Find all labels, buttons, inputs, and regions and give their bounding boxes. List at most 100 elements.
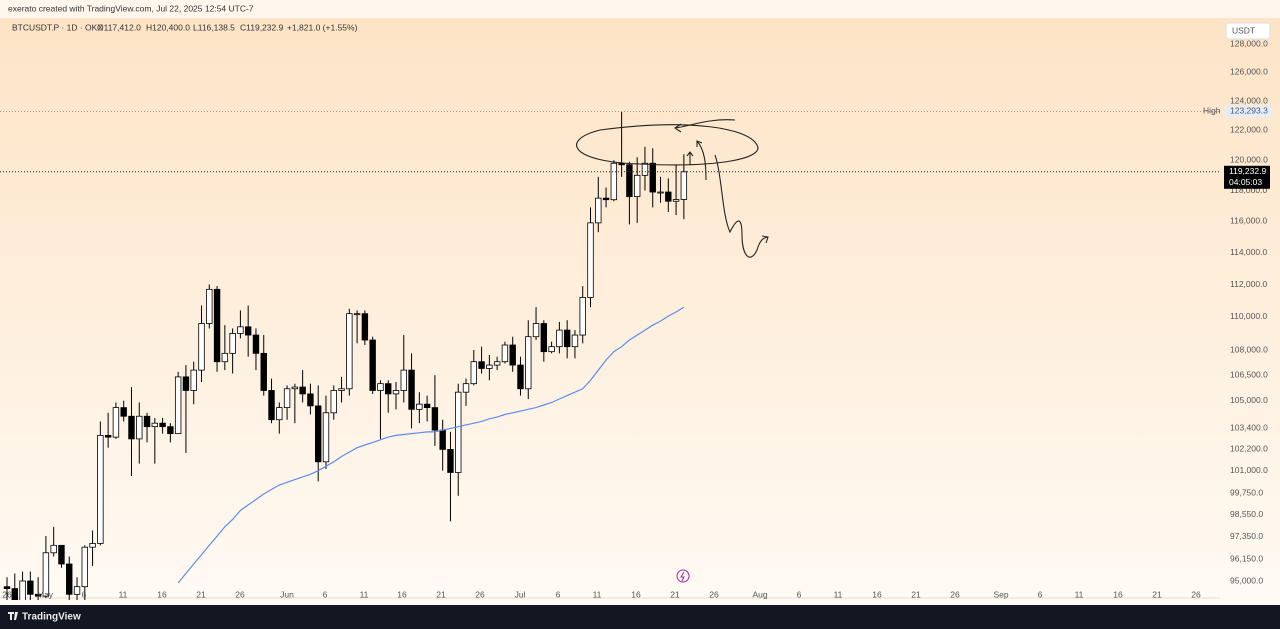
y-tick-label: 98,550.0 [1230,509,1263,519]
y-tick-label: 116,000.0 [1230,216,1267,226]
y-tick-label: 105,000.0 [1230,395,1268,405]
candle-body [665,191,672,202]
candle-body [268,390,275,421]
event-icon-bolt [680,571,685,582]
x-tick-label: 21 [670,589,680,599]
x-tick-label: 11 [834,589,843,599]
x-tick-label: 6 [323,589,328,599]
legend-open: O117,412.0 [97,22,141,32]
x-tick-label: 16 [397,589,407,599]
legend-high: H120,400.0 [146,22,190,32]
candle-body [408,369,415,410]
x-tick-label: 6 [556,589,561,599]
candle-body [587,222,594,298]
y-tick-label: 99,750.0 [1230,487,1263,497]
candle-body [439,429,446,450]
brand-logo [8,612,18,620]
x-tick-label: 16 [631,589,641,599]
candle-body [307,393,314,407]
y-tick-label: 103,400.0 [1230,423,1268,433]
candle-body [283,388,291,409]
candle-body [252,334,260,354]
moving-average [177,306,685,584]
brand: TradingView [22,612,81,623]
candle-body [182,376,190,391]
candle-body [136,415,143,440]
candle-body [198,323,205,371]
candle-body [221,352,229,363]
candle-body [97,434,104,544]
candle-body [633,174,641,198]
x-tick-label: 21 [436,589,446,599]
candle-body [19,580,26,600]
drawn-path [714,154,769,258]
y-tick-label: 108,000.0 [1230,344,1268,354]
x-tick-label: 26 [1191,589,1201,599]
candle-body [322,412,330,463]
candle-body [174,376,182,435]
countdown: 04:05:03 [1229,177,1262,187]
candle-body [112,407,120,438]
candle-body [50,544,57,554]
candle-body [361,313,369,341]
candle-body [431,407,439,431]
y-tick-label: 102,200.0 [1230,444,1268,454]
x-tick-label: 26 [2,589,12,599]
legend-close: C119,232.9 [240,22,284,32]
candle-body [649,162,656,193]
drawn-ellipse [576,124,759,166]
x-tick-label: 21 [196,589,206,599]
candle-body [493,361,501,366]
candle-body [641,162,649,176]
legend-low: L116,138.5 [193,22,235,32]
candle-body [34,593,42,597]
candle-body [455,391,462,473]
candle-body [244,326,252,336]
candle-body [338,388,345,391]
candle-body [509,344,516,366]
candle-body [672,199,680,202]
candle-body [260,352,267,391]
candle-body [626,164,633,198]
y-tick-label: 95,000.0 [1230,575,1263,585]
candle-body [571,334,579,348]
x-tick-label: Sep [993,589,1008,599]
y-tick-label: 124,000.0 [1230,95,1268,105]
event-icon[interactable] [676,569,690,583]
y-tick-label: 120,000.0 [1230,154,1268,164]
candle-body [190,369,197,391]
candle-body [478,361,485,369]
candle-body [128,415,135,440]
annotations [576,119,769,258]
candle-body [595,197,602,224]
candle-body [237,326,244,334]
currency-box[interactable] [1225,22,1271,40]
x-tick-label: 26 [709,589,719,599]
candle-body [470,361,477,385]
candle-body [416,403,423,410]
candle-body [548,346,555,353]
x-tick-label: 11 [593,589,602,599]
candle-body [540,323,548,353]
currency[interactable]: USDT [1232,25,1255,35]
y-tick-label: 122,000.0 [1230,125,1268,135]
x-tick-label: 26 [235,589,245,599]
x-tick-label: 21 [1152,589,1162,599]
y-tick-label: 110,000.0 [1230,311,1267,321]
candle-body [556,329,563,348]
candle-body [143,415,151,428]
footer [0,605,1280,629]
y-tick-label: 128,000.0 [1230,38,1268,48]
candle-body [299,386,306,395]
candle-body [151,422,159,428]
candle-body [167,426,174,435]
x-tick-label: 16 [1113,589,1123,599]
y-tick-label: 114,000.0 [1230,247,1267,257]
candle-body [291,386,299,390]
candle-body [369,339,376,391]
y-tick-label: 126,000.0 [1230,67,1268,77]
drawn-arrow-small [686,151,694,165]
x-tick-label: Jul [515,589,526,599]
candle-body [501,344,509,363]
